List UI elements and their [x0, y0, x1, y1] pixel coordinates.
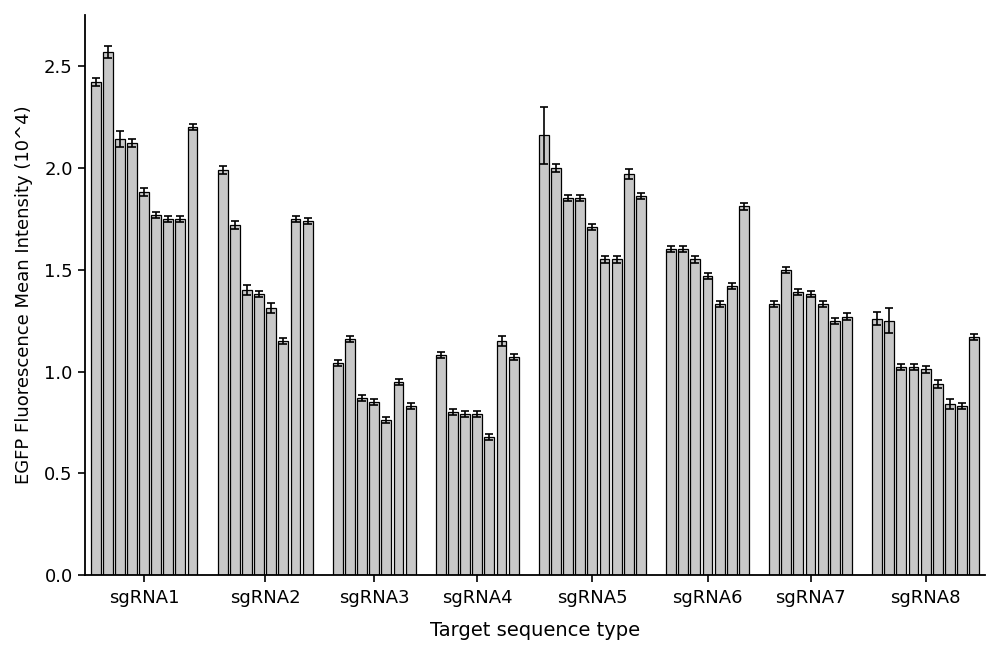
Bar	[163, 219, 173, 575]
Bar	[406, 406, 416, 575]
Bar	[884, 320, 894, 575]
Bar	[291, 219, 300, 575]
Bar	[969, 337, 979, 575]
Bar	[842, 316, 852, 575]
Bar	[690, 259, 700, 575]
Bar	[127, 143, 137, 575]
Bar	[103, 52, 113, 575]
Bar	[139, 192, 149, 575]
Bar	[703, 276, 712, 575]
Bar	[448, 412, 458, 575]
Bar	[781, 270, 791, 575]
Bar	[254, 294, 264, 575]
Bar	[242, 290, 252, 575]
Bar	[678, 250, 688, 575]
Bar	[666, 250, 676, 575]
Bar	[933, 384, 943, 575]
Bar	[472, 414, 482, 575]
Bar	[91, 83, 101, 575]
Bar	[624, 174, 634, 575]
Bar	[600, 259, 609, 575]
Bar	[612, 259, 622, 575]
Bar	[769, 305, 779, 575]
Bar	[575, 198, 585, 575]
Bar	[793, 292, 803, 575]
Bar	[381, 421, 391, 575]
Bar	[357, 398, 367, 575]
Bar	[921, 369, 931, 575]
Y-axis label: EGFP Fluorescence Mean Intensity (10^4): EGFP Fluorescence Mean Intensity (10^4)	[15, 106, 33, 485]
Bar	[872, 318, 882, 575]
Bar	[806, 294, 815, 575]
Bar	[188, 127, 197, 575]
Bar	[303, 221, 313, 575]
Bar	[230, 225, 240, 575]
Bar	[957, 406, 967, 575]
Bar	[151, 215, 161, 575]
Bar	[551, 168, 561, 575]
Bar	[345, 339, 355, 575]
Bar	[909, 367, 918, 575]
Bar	[945, 404, 955, 575]
Bar	[394, 382, 403, 575]
Bar	[278, 341, 288, 575]
Bar	[333, 364, 343, 575]
Bar	[539, 135, 549, 575]
Bar	[175, 219, 185, 575]
Bar	[563, 198, 573, 575]
Bar	[115, 140, 125, 575]
Bar	[636, 196, 646, 575]
Bar	[460, 414, 470, 575]
Bar	[369, 402, 379, 575]
Bar	[818, 305, 828, 575]
Bar	[587, 227, 597, 575]
Bar	[484, 437, 494, 575]
Bar	[830, 320, 840, 575]
Bar	[266, 309, 276, 575]
Bar	[509, 357, 519, 575]
Bar	[497, 341, 506, 575]
X-axis label: Target sequence type: Target sequence type	[430, 621, 640, 640]
Bar	[436, 355, 446, 575]
Bar	[715, 305, 725, 575]
Bar	[739, 206, 749, 575]
Bar	[218, 170, 228, 575]
Bar	[727, 286, 737, 575]
Bar	[896, 367, 906, 575]
